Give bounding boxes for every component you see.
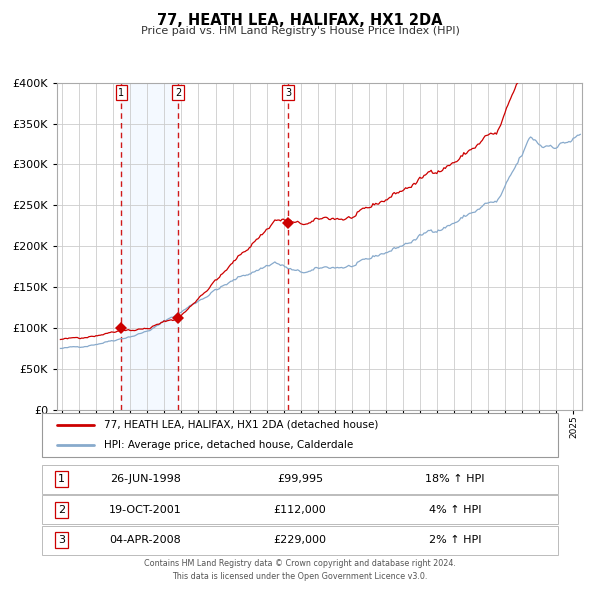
Text: HPI: Average price, detached house, Calderdale: HPI: Average price, detached house, Cald… (104, 440, 353, 450)
Text: Contains HM Land Registry data © Crown copyright and database right 2024.: Contains HM Land Registry data © Crown c… (144, 559, 456, 568)
Text: 77, HEATH LEA, HALIFAX, HX1 2DA: 77, HEATH LEA, HALIFAX, HX1 2DA (157, 13, 443, 28)
Text: £112,000: £112,000 (274, 505, 326, 515)
Text: 18% ↑ HPI: 18% ↑ HPI (425, 474, 485, 484)
Text: 2: 2 (58, 505, 65, 515)
FancyBboxPatch shape (42, 496, 558, 524)
Text: This data is licensed under the Open Government Licence v3.0.: This data is licensed under the Open Gov… (172, 572, 428, 581)
Text: 1: 1 (118, 87, 125, 97)
Text: 19-OCT-2001: 19-OCT-2001 (109, 505, 182, 515)
Text: 1: 1 (58, 474, 65, 484)
Text: 77, HEATH LEA, HALIFAX, HX1 2DA (detached house): 77, HEATH LEA, HALIFAX, HX1 2DA (detache… (104, 420, 378, 430)
Text: 26-JUN-1998: 26-JUN-1998 (110, 474, 181, 484)
Text: Price paid vs. HM Land Registry's House Price Index (HPI): Price paid vs. HM Land Registry's House … (140, 26, 460, 36)
Bar (121, 83, 178, 410)
Text: 04-APR-2008: 04-APR-2008 (109, 535, 181, 545)
Text: 4% ↑ HPI: 4% ↑ HPI (428, 505, 481, 515)
Text: 3: 3 (285, 87, 291, 97)
Text: £99,995: £99,995 (277, 474, 323, 484)
Text: £229,000: £229,000 (274, 535, 326, 545)
Text: 2: 2 (175, 87, 181, 97)
Text: 3: 3 (58, 535, 65, 545)
FancyBboxPatch shape (42, 526, 558, 555)
FancyBboxPatch shape (42, 465, 558, 494)
FancyBboxPatch shape (42, 413, 558, 457)
Text: 2% ↑ HPI: 2% ↑ HPI (428, 535, 481, 545)
